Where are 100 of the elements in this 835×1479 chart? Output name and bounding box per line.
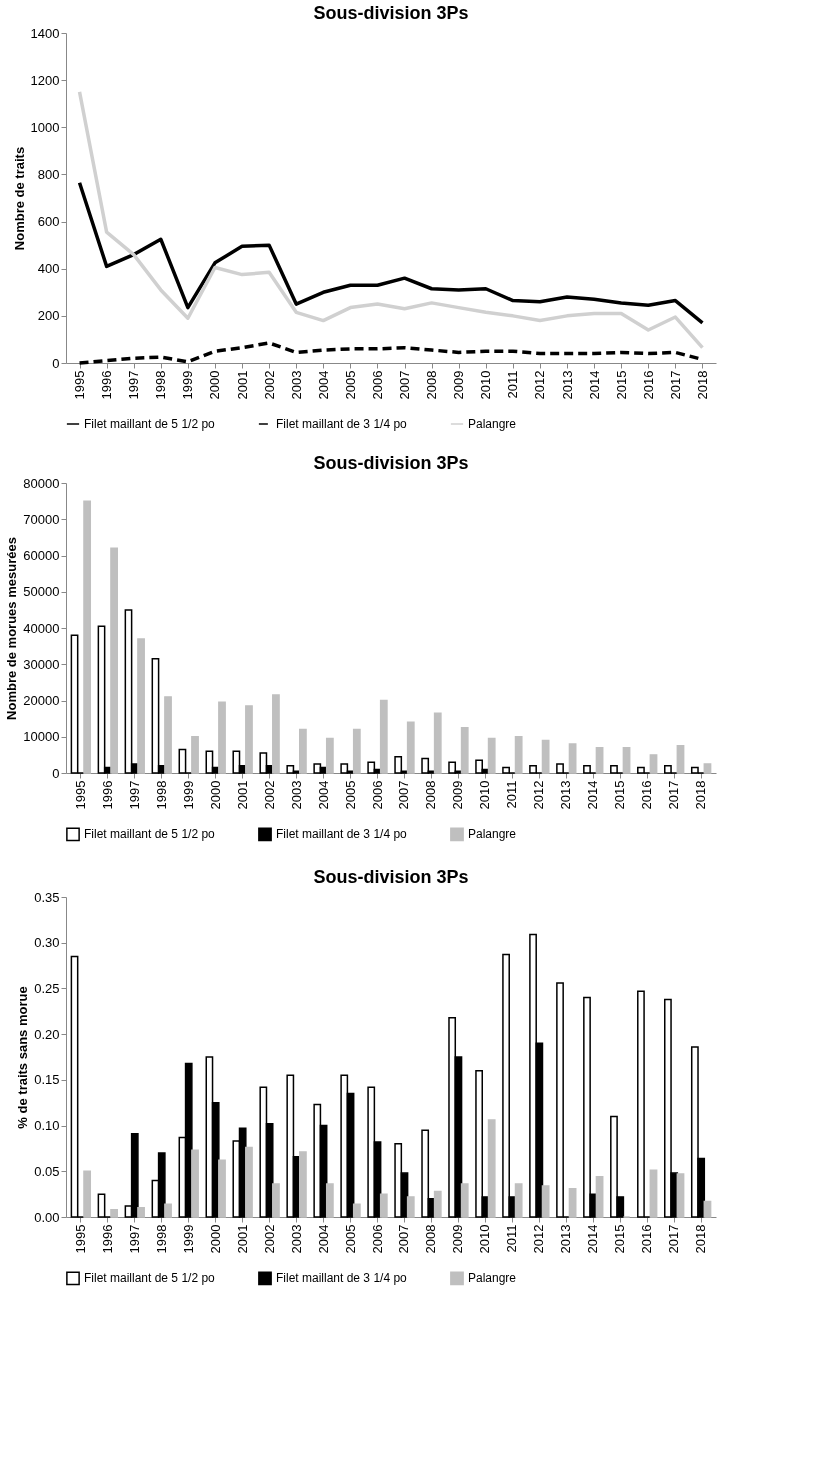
bar (514, 1183, 523, 1218)
x-tick-label: 2009 (451, 370, 467, 400)
chart-title: Sous-division 3Ps (313, 867, 469, 887)
x-tick-label: 2012 (531, 1224, 547, 1254)
bar (272, 694, 280, 774)
bar (433, 712, 442, 774)
line-series (77, 90, 705, 350)
bar (218, 1159, 226, 1218)
y-tick-label: 40000 (23, 620, 60, 636)
x-tick-label: 1995 (72, 370, 88, 400)
y-tick-label: 0.10 (34, 1118, 60, 1134)
x-tick-label: 2007 (396, 1224, 412, 1254)
bar (595, 1176, 604, 1218)
bar (299, 728, 307, 774)
bar (245, 1146, 253, 1218)
bar (703, 763, 712, 774)
bar (352, 1203, 361, 1218)
x-tick-label: 2009 (450, 1224, 466, 1254)
y-tick-label: 0.20 (34, 1026, 60, 1042)
bar (191, 1149, 199, 1218)
x-tick-label: 2017 (666, 780, 682, 810)
y-tick-label: 20000 (23, 693, 60, 708)
x-tick-label: 2004 (315, 780, 331, 810)
y-axis-title: Nombre de traits (11, 146, 27, 251)
y-tick-label: 400 (37, 261, 60, 277)
bar (352, 728, 361, 774)
bar (110, 547, 118, 774)
y-tick-label: 60000 (23, 548, 60, 563)
bar (406, 1196, 415, 1218)
x-tick-label: 1996 (99, 1224, 115, 1254)
bar (541, 1185, 550, 1218)
y-tick-label: 50000 (23, 584, 60, 600)
bar (164, 1203, 172, 1218)
x-tick-label: 2010 (478, 370, 494, 400)
legend-label: Palangre (468, 417, 517, 431)
x-tick-label: 2006 (369, 1224, 385, 1254)
legend-label: Filet maillant de 3 1/4 po (276, 827, 408, 842)
x-tick-label: 1998 (153, 370, 169, 400)
x-tick-label: 2006 (369, 780, 385, 810)
bar (259, 752, 268, 774)
legend-label: Filet maillant de 5 1/2 po (84, 827, 216, 842)
y-tick-label: 1400 (30, 25, 60, 41)
x-tick-label: 2008 (424, 370, 440, 400)
y-tick-label: 1200 (30, 72, 60, 88)
bar (406, 721, 415, 774)
x-tick-label: 2017 (667, 370, 683, 400)
bar (232, 750, 241, 774)
y-tick-label: 0.25 (34, 980, 60, 996)
y-tick-label: 0.00 (34, 1209, 60, 1225)
x-tick-label: 2014 (585, 780, 601, 810)
x-tick-label: 1997 (126, 370, 142, 400)
y-tick-label: 0.05 (34, 1163, 60, 1179)
x-tick-label: 2000 (207, 370, 223, 400)
x-tick-label: 2011 (504, 1224, 520, 1253)
x-tick-label: 2018 (694, 370, 710, 400)
bar (70, 955, 79, 1218)
y-tick-label: 30000 (23, 656, 60, 672)
bar (70, 634, 79, 774)
x-tick-label: 2013 (558, 780, 574, 810)
x-tick-label: 2013 (559, 370, 575, 400)
y-tick-label: 200 (37, 308, 60, 324)
bar (622, 746, 631, 774)
x-tick-label: 2018 (693, 1224, 709, 1254)
bar (110, 1208, 118, 1218)
y-tick-label: 0 (52, 355, 60, 371)
x-tick-label: 2008 (423, 780, 439, 810)
y-tick-label: 0 (52, 765, 60, 781)
x-tick-label: 2001 (234, 780, 250, 810)
x-tick-label: 2002 (261, 370, 277, 400)
y-tick-label: 0.15 (34, 1072, 60, 1088)
legend-label: Palangre (468, 1271, 517, 1286)
legend-label: Filet maillant de 3 1/4 po (276, 417, 408, 431)
y-tick-label: 70000 (23, 511, 60, 527)
y-tick-label: 10000 (23, 729, 60, 745)
bar (340, 763, 349, 774)
bar (178, 748, 187, 774)
bar (379, 699, 388, 774)
bar (487, 737, 496, 774)
bar (191, 736, 199, 774)
legend-label: Palangre (468, 827, 517, 842)
bar (676, 745, 685, 774)
x-tick-label: 1999 (180, 370, 196, 400)
chart-title: Sous-division 3Ps (313, 3, 469, 23)
chart-title: Sous-division 3Ps (313, 453, 469, 473)
x-tick-label: 1996 (99, 780, 115, 810)
bar (676, 1173, 685, 1218)
x-tick-label: 2007 (397, 370, 413, 400)
x-tick-label: 1997 (126, 780, 142, 810)
x-tick-label: 2010 (477, 780, 493, 810)
bar (379, 1193, 388, 1218)
bar (460, 726, 469, 774)
x-tick-label: 2017 (666, 1224, 682, 1254)
bar (97, 625, 106, 774)
x-tick-label: 2011 (504, 780, 520, 809)
x-tick-label: 2012 (532, 370, 548, 400)
legend-label: Filet maillant de 5 1/2 po (84, 1271, 216, 1286)
x-tick-label: 2014 (586, 370, 602, 400)
x-tick-label: 2015 (613, 370, 629, 400)
x-tick-label: 2015 (612, 780, 628, 810)
bar (313, 763, 322, 774)
